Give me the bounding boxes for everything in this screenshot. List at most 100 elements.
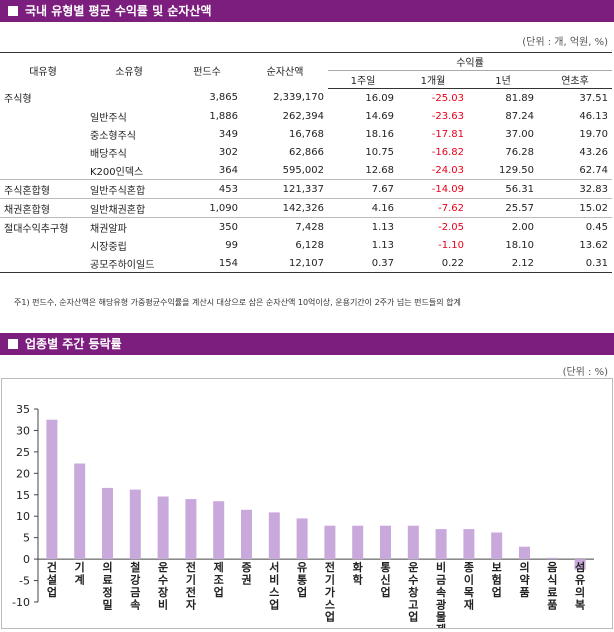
- x-tick-label: 비금속광물제품: [436, 560, 446, 628]
- cell-net-assets: 121,337: [242, 179, 328, 199]
- header-1week: 1주일: [328, 70, 398, 89]
- square-bullet-icon: [8, 339, 18, 349]
- y-tick-label: 15: [16, 489, 30, 502]
- square-bullet-icon: [8, 6, 18, 16]
- cell-fund-count: 364: [218, 164, 238, 176]
- cell-type: 주식형: [4, 94, 32, 106]
- cell-ytd: 32.83: [538, 179, 612, 199]
- y-tick-label: -10: [12, 596, 30, 609]
- cell-ytd: 13.62: [579, 239, 608, 251]
- cell-1week: 18.16: [365, 128, 394, 140]
- cell-1year: 37.00: [505, 128, 534, 140]
- cell-1year: 129.50: [499, 164, 534, 176]
- cell-1month: 0.22: [398, 254, 468, 273]
- sector-chart-frame: -10 -5 0 5 10 15 20 25 30 35 건 설 업 기 계 의 료 정 밀 철 강 금 속 운 수 장 비 전 기 전 자…: [1, 378, 613, 632]
- header-fund-count: 펀드수: [172, 52, 242, 89]
- cell-type: 채권혼합형: [0, 198, 86, 218]
- header-subtype: 소유형: [86, 52, 172, 89]
- cell-fund-count: 350: [172, 217, 242, 236]
- bar: [46, 419, 58, 560]
- header-returns: 수익률: [328, 52, 612, 71]
- table-row: 중소형주식 349 16,768 18.16 -17.81 37.00 19.70: [0, 125, 612, 143]
- bar: [296, 518, 308, 560]
- table-row: 채권혼합형 일반채권혼합 1,090 142,326 4.16 -7.62 25.57 15.…: [0, 198, 612, 218]
- cell-fund-count: 99: [225, 239, 238, 251]
- sector-bar-chart: -10 -5 0 5 10 15 20 25 30 35 건 설 업 기 계 의 료 정 밀 철 강 금 속 운 수 장 비 전 기 전 자…: [12, 403, 594, 632]
- cell-1month: -25.03: [431, 92, 464, 104]
- bar: [74, 463, 86, 560]
- cell-net-assets: 62,866: [289, 146, 324, 158]
- bar: [213, 501, 225, 560]
- y-tick-label: 30: [16, 424, 30, 437]
- table-row: 주식혼합형 일반주식혼합 453 121,337 7.67 -14.09 56.31 32.8…: [0, 179, 612, 199]
- cell-1week: 14.69: [365, 110, 394, 122]
- cell-fund-count: 1,886: [209, 110, 238, 122]
- cell-net-assets: 7,428: [242, 217, 328, 236]
- cell-fund-count: 3,865: [209, 92, 238, 104]
- cell-subtype: 배당주식: [90, 148, 127, 160]
- cell-1week: 1.13: [371, 239, 394, 251]
- y-tick-label: 10: [16, 510, 30, 523]
- cell-1week: 7.67: [328, 179, 398, 199]
- table-row: 공모주하이일드 154 12,107 0.37 0.22 2.12 0.31: [0, 254, 612, 273]
- cell-1week: 12.68: [365, 164, 394, 176]
- cell-1month: -1.10: [438, 239, 464, 251]
- cell-ytd: 46.13: [579, 110, 608, 122]
- bar: [491, 532, 503, 560]
- table-row: 일반주식 1,886 262,394 14.69 -23.63 87.24 46.13: [0, 107, 612, 125]
- cell-fund-count: 154: [172, 254, 242, 273]
- cell-1year: 25.57: [468, 198, 538, 218]
- y-tick-label: 20: [16, 467, 30, 480]
- header-1month: 1개월: [398, 70, 468, 89]
- cell-net-assets: 142,326: [242, 198, 328, 218]
- bar: [102, 487, 113, 560]
- bar: [407, 525, 419, 560]
- cell-1month: -2.05: [398, 217, 468, 236]
- cell-fund-count: 302: [218, 146, 238, 158]
- header-ytd: 연초후: [538, 70, 612, 89]
- cell-type: [0, 125, 86, 143]
- bar: [574, 559, 586, 570]
- cell-1month: -24.03: [431, 164, 464, 176]
- cell-1week: 10.75: [365, 146, 394, 158]
- table-row: 주식형 3,865 2,339,170 16.09 -25.03 81.89 37.51: [0, 89, 612, 108]
- cell-ytd: 37.51: [579, 92, 608, 104]
- bar: [463, 529, 475, 560]
- cell-type: 주식혼합형: [0, 179, 86, 199]
- bar: [380, 525, 391, 560]
- cell-fund-count: 453: [172, 179, 242, 199]
- bar: [241, 509, 252, 560]
- cell-subtype: 일반채권혼합: [86, 198, 172, 218]
- y-tick-label: 25: [16, 446, 30, 459]
- cell-net-assets: 2,339,170: [273, 92, 324, 104]
- cell-ytd: 43.26: [579, 146, 608, 158]
- cell-subtype: 시장중립: [90, 241, 127, 253]
- cell-1month: -14.09: [398, 179, 468, 199]
- y-tick-label: -5: [19, 575, 30, 588]
- header-1year: 1년: [468, 70, 538, 89]
- unit-label: (단위 : 개, 억원, %): [522, 37, 608, 48]
- bar: [129, 489, 141, 560]
- cell-fund-count: 349: [218, 128, 238, 140]
- cell-net-assets: 262,394: [282, 110, 324, 122]
- cell-type: 절대수익추구형: [0, 217, 86, 236]
- cell-subtype: 일반주식혼합: [86, 179, 172, 199]
- cell-1month: -23.63: [431, 110, 464, 122]
- unit-label: (단위 : %): [562, 367, 608, 378]
- bar: [546, 557, 558, 560]
- cell-1year: 76.28: [505, 146, 534, 158]
- cell-type: [0, 107, 86, 125]
- cell-net-assets: 595,002: [282, 164, 324, 176]
- cell-1week: 16.09: [365, 92, 394, 104]
